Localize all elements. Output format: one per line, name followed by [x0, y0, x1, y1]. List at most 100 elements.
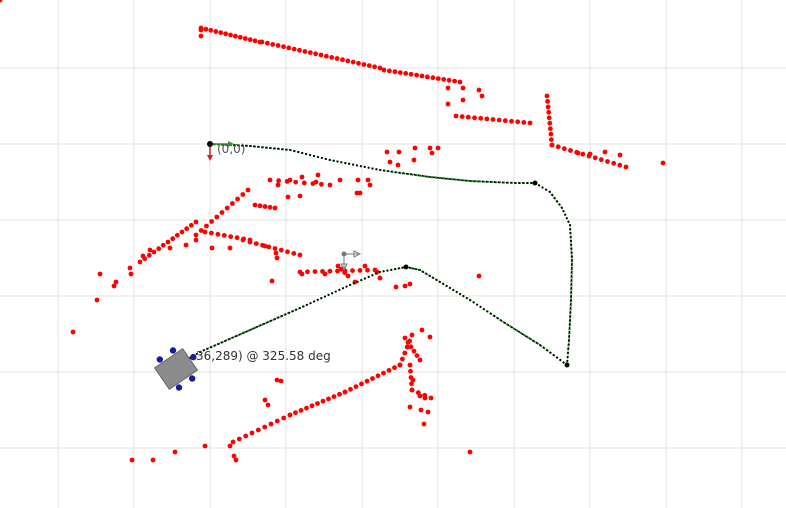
- obstacle-point: [259, 39, 265, 45]
- path-node: [237, 144, 239, 147]
- obstacle-point: [386, 368, 392, 373]
- path-node: [413, 173, 416, 176]
- path-node: [253, 145, 255, 148]
- obstacle-point: [575, 150, 581, 156]
- obstacle-point: [393, 284, 399, 290]
- path-node: [497, 317, 499, 320]
- path-node: [397, 267, 400, 270]
- path-node: [238, 333, 241, 336]
- path-node: [553, 197, 556, 200]
- obstacle-point: [285, 249, 290, 255]
- obstacle-point: [297, 193, 303, 199]
- path-node: [501, 181, 504, 184]
- path-node: [363, 165, 366, 168]
- obstacle-point: [299, 174, 305, 180]
- obstacle-point: [452, 78, 457, 84]
- path-node: [521, 333, 524, 335]
- obstacle-point: [355, 177, 361, 183]
- obstacle-point: [320, 398, 326, 404]
- path-node: [317, 156, 319, 158]
- obstacle-point: [335, 263, 341, 269]
- path-node: [511, 326, 513, 329]
- path-node: [569, 227, 572, 230]
- obstacle-point: [184, 226, 190, 232]
- obstacle-point: [262, 424, 268, 430]
- obstacle-point: [459, 114, 465, 119]
- path-node: [266, 321, 269, 324]
- obstacle-point: [318, 52, 324, 58]
- path-node: [569, 311, 572, 313]
- obstacle-point: [319, 181, 324, 187]
- path-node: [570, 243, 573, 246]
- obstacle-point: [460, 85, 466, 91]
- path-node: [338, 288, 341, 291]
- path-node: [483, 308, 485, 311]
- obstacle-point: [146, 252, 152, 258]
- obstacle-point: [265, 40, 270, 46]
- path-node: [567, 220, 570, 223]
- obstacle-point: [309, 403, 315, 409]
- obstacle-point: [605, 159, 610, 164]
- path-node: [558, 203, 561, 206]
- obstacle-point: [267, 204, 273, 210]
- obstacle-point: [366, 63, 372, 68]
- obstacle-point: [235, 196, 241, 202]
- path-node: [562, 210, 565, 213]
- obstacle-point: [545, 104, 551, 110]
- obstacle-point: [137, 259, 143, 265]
- path-node: [556, 200, 559, 203]
- path-node: [449, 287, 451, 289]
- obstacle-point: [435, 76, 441, 81]
- obstacle-point: [262, 397, 268, 403]
- path-node: [526, 182, 528, 184]
- obstacle-point: [243, 433, 249, 439]
- path-node: [425, 175, 428, 178]
- obstacle-point: [409, 332, 415, 338]
- robot-icon[interactable]: [151, 339, 208, 396]
- obstacle-point: [421, 421, 427, 427]
- path-node: [570, 251, 573, 254]
- obstacle-point: [490, 117, 496, 122]
- obstacle-point: [617, 152, 623, 158]
- path-node: [256, 325, 259, 328]
- obstacle-point: [227, 443, 233, 449]
- obstacle-point: [127, 265, 133, 271]
- obstacle-point: [515, 119, 521, 125]
- path-node: [568, 335, 571, 337]
- obstacle-point: [435, 145, 441, 151]
- obstacle-point: [412, 145, 418, 151]
- obstacle-point: [193, 219, 199, 225]
- obstacle-point: [278, 247, 284, 253]
- path-node: [331, 292, 334, 295]
- obstacle-point: [342, 389, 348, 395]
- obstacle-point: [219, 210, 225, 215]
- obstacle-point: [407, 281, 413, 287]
- target-marker-icon[interactable]: [340, 250, 362, 272]
- obstacle-point: [227, 245, 233, 251]
- path-node: [571, 259, 573, 261]
- path-node: [386, 269, 389, 272]
- path-node: [465, 179, 467, 182]
- obstacle-point: [381, 67, 387, 73]
- path-node: [514, 328, 517, 331]
- path-node: [570, 295, 573, 297]
- path-node: [202, 349, 205, 352]
- path-node: [545, 349, 548, 351]
- obstacle-point: [430, 75, 436, 81]
- obstacle-point: [249, 430, 255, 436]
- obstacle-point: [402, 283, 408, 289]
- obstacle-point: [94, 297, 100, 303]
- obstacle-point: [611, 160, 617, 166]
- path-node: [332, 159, 335, 162]
- obstacle-point: [445, 101, 451, 107]
- path-node: [355, 164, 358, 167]
- path-node: [439, 281, 441, 283]
- obstacle-point: [281, 415, 287, 421]
- obstacle-point: [417, 357, 423, 363]
- path-node: [345, 285, 348, 288]
- obstacle-point: [293, 179, 299, 185]
- path-node: [530, 182, 532, 184]
- obstacle-points: [0, 0, 666, 463]
